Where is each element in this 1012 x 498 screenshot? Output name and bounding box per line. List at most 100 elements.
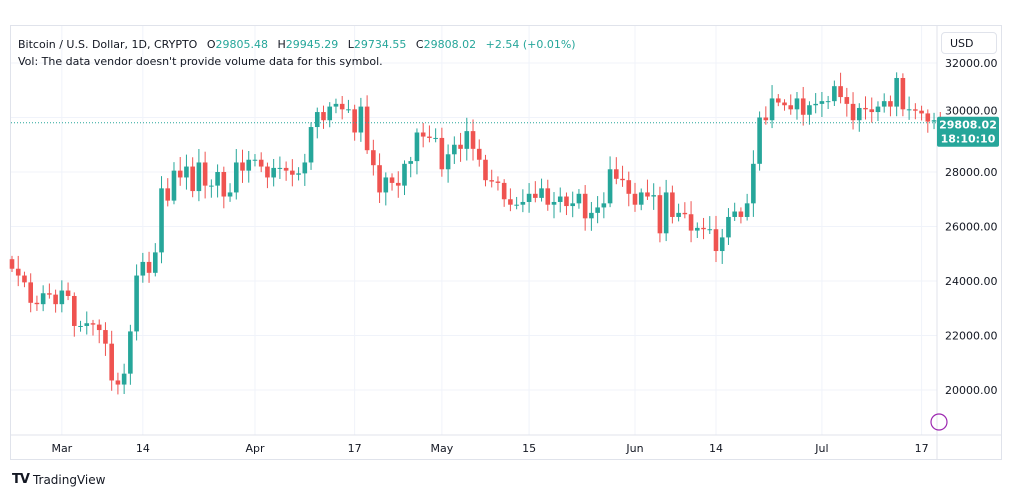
candle bbox=[290, 159, 295, 187]
candle-body bbox=[265, 166, 270, 178]
events-icon bbox=[930, 413, 948, 431]
candle bbox=[925, 109, 931, 133]
currency-button[interactable]: USD bbox=[941, 32, 997, 54]
candle bbox=[84, 311, 90, 335]
candle-body bbox=[913, 109, 918, 111]
candle-body bbox=[919, 110, 924, 114]
candle bbox=[539, 178, 544, 202]
candle-body bbox=[520, 201, 526, 205]
open-value: 29805.48 bbox=[215, 38, 269, 51]
candle-body bbox=[533, 193, 538, 198]
candle-body bbox=[825, 101, 831, 103]
candle-body bbox=[925, 113, 931, 122]
candle bbox=[900, 73, 906, 117]
last-price-badge bbox=[937, 116, 999, 147]
x-tick-label: 17 bbox=[348, 442, 362, 455]
candle-body bbox=[601, 203, 607, 208]
candle-body bbox=[427, 136, 432, 138]
candle bbox=[209, 179, 214, 198]
candle bbox=[557, 187, 563, 213]
candle bbox=[695, 222, 700, 239]
candle bbox=[663, 179, 669, 242]
tradingview-logo[interactable]: TV TradingView bbox=[12, 472, 105, 487]
candle-body bbox=[290, 170, 295, 175]
candle-body bbox=[408, 161, 414, 164]
candle-body bbox=[171, 170, 177, 201]
candle-body bbox=[751, 163, 756, 204]
candle bbox=[321, 105, 326, 129]
candle-body bbox=[321, 112, 326, 121]
candle-body bbox=[389, 177, 395, 183]
candle-body bbox=[632, 193, 638, 205]
x-tick-label: Apr bbox=[245, 442, 265, 455]
candle-body bbox=[738, 211, 744, 217]
candle bbox=[807, 101, 812, 125]
symbol-title[interactable]: Bitcoin / U.S. Dollar, 1D, CRYPTO bbox=[18, 38, 198, 51]
candle-body bbox=[90, 323, 96, 325]
candle bbox=[520, 189, 526, 213]
candle-body bbox=[258, 159, 264, 167]
candle-body bbox=[209, 185, 214, 187]
candle bbox=[420, 123, 426, 148]
candle bbox=[277, 156, 283, 179]
candle bbox=[551, 192, 557, 219]
candle bbox=[564, 192, 569, 216]
candle-body bbox=[881, 101, 887, 107]
candle bbox=[395, 171, 401, 198]
candle-body bbox=[59, 290, 65, 305]
candle-body bbox=[134, 275, 139, 332]
candle bbox=[34, 295, 40, 311]
candle-body bbox=[688, 214, 694, 231]
candle bbox=[389, 173, 395, 191]
candle-body bbox=[844, 97, 850, 104]
candle-body bbox=[931, 120, 937, 122]
chart-frame bbox=[10, 25, 1002, 460]
candle bbox=[813, 93, 818, 114]
candle-body bbox=[838, 86, 843, 98]
candle-body bbox=[570, 203, 575, 207]
candle bbox=[352, 104, 357, 141]
candle-body bbox=[433, 137, 438, 139]
candle-body bbox=[832, 86, 837, 102]
candle bbox=[196, 148, 202, 202]
candle-body bbox=[377, 165, 382, 193]
candle bbox=[72, 292, 77, 337]
candle bbox=[346, 99, 351, 114]
candle bbox=[682, 202, 688, 219]
candle bbox=[271, 158, 276, 187]
candle-body bbox=[458, 144, 463, 149]
candle-body bbox=[526, 193, 532, 202]
candle bbox=[371, 139, 376, 176]
candle-body bbox=[34, 302, 40, 305]
candle bbox=[414, 128, 420, 175]
y-tick-label: 32000.00 bbox=[945, 57, 998, 70]
candle bbox=[364, 95, 370, 154]
candle bbox=[177, 157, 183, 186]
candle bbox=[9, 255, 15, 273]
candle-body bbox=[557, 196, 563, 202]
candle bbox=[751, 150, 756, 217]
candle bbox=[408, 156, 414, 178]
candle-body bbox=[358, 106, 364, 133]
y-tick-label: 24000.00 bbox=[945, 275, 998, 288]
candle-body bbox=[333, 103, 339, 107]
candle-body bbox=[800, 98, 806, 115]
candle-body bbox=[757, 117, 762, 164]
candle bbox=[719, 228, 725, 264]
candle bbox=[96, 319, 102, 344]
candle bbox=[470, 119, 476, 161]
tradingview-logo-icon: TV bbox=[12, 472, 30, 487]
x-tick-label: May bbox=[430, 442, 453, 455]
candle-body bbox=[252, 159, 258, 161]
candle-body bbox=[906, 109, 912, 111]
candle-body bbox=[308, 127, 314, 163]
low-value: 29734.55 bbox=[353, 38, 407, 51]
candle-body bbox=[875, 106, 881, 113]
candle bbox=[221, 166, 227, 209]
candle bbox=[501, 179, 507, 207]
candle bbox=[744, 193, 750, 221]
x-tick-label: 15 bbox=[522, 442, 536, 455]
candle-body bbox=[128, 331, 133, 374]
candle-body bbox=[614, 169, 619, 179]
